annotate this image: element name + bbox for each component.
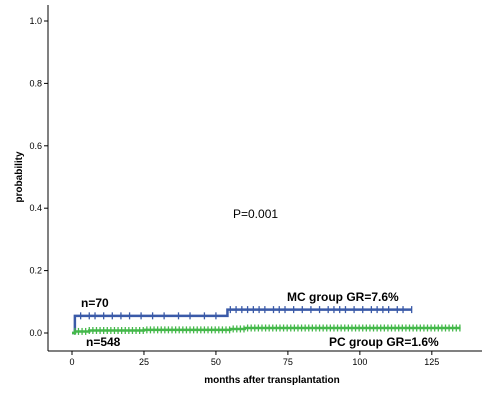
x-tick-label: 100 [352,357,367,367]
y-tick-label: 0.0 [29,328,42,338]
x-tick-label: 0 [69,357,74,367]
y-axis: 0.0 0.2 0.4 0.6 0.8 1.0 [29,5,49,351]
pc-group-rate-label: PC group GR=1.6% [329,335,439,349]
x-axis-title: months after transplantation [204,375,340,386]
x-tick-label: 125 [424,357,439,367]
y-tick-label: 0.4 [29,203,42,213]
x-tick-label: 50 [211,357,221,367]
y-tick-label: 0.2 [29,266,42,276]
x-axis: 0 25 50 75 100 125 [48,350,482,367]
y-tick-label: 0.6 [29,141,42,151]
x-tick-label: 75 [283,357,293,367]
y-tick-label: 1.0 [29,16,42,26]
y-tick-label: 0.8 [29,78,42,88]
y-axis-title: probability [14,151,25,203]
plot-area [72,306,461,335]
mc-n-label: n=70 [81,296,109,310]
p-value-annotation: P=0.001 [233,207,278,221]
x-tick-label: 25 [139,357,149,367]
mc-group-rate-label: MC group GR=7.6% [287,290,399,304]
pc-n-label: n=548 [86,335,121,349]
